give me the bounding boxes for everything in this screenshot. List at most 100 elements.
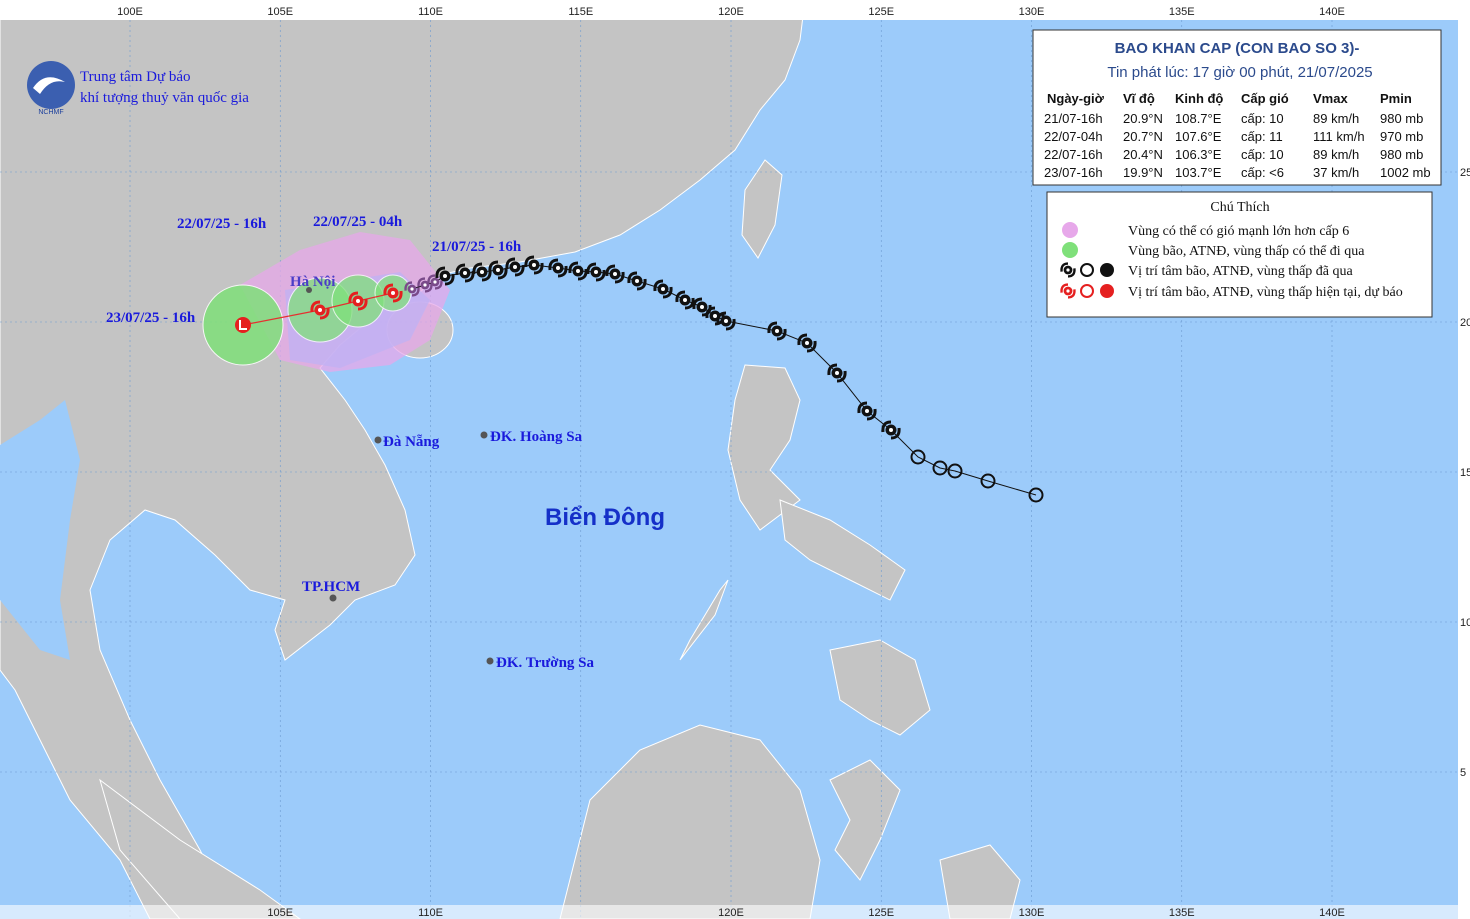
top-axis-label: 110E	[418, 6, 443, 18]
storm-symbol-tail	[524, 255, 544, 275]
legend-item: Vị trí tâm bão, ATNĐ, vùng thấp đã qua	[1128, 264, 1354, 279]
table-header: Ngày-giờ	[1047, 91, 1105, 106]
table-cell: cấp: <6	[1241, 165, 1284, 180]
legend-low	[1080, 284, 1094, 298]
bottom-axis-label: 140E	[1319, 907, 1345, 919]
table-cell: 23/07-16h	[1044, 165, 1103, 180]
table-cell: 970 mb	[1380, 129, 1423, 144]
storm-symbol-tail	[767, 321, 787, 341]
storm-symbol-tail	[348, 291, 368, 311]
storm-eye	[713, 314, 717, 318]
table-cell: 21/07-16h	[1044, 111, 1103, 126]
bottom-axis-label: 120E	[718, 907, 744, 919]
table-cell: 20.7°N	[1123, 129, 1163, 144]
storm-symbol-tail	[605, 264, 625, 284]
storm-eye	[556, 266, 560, 270]
storm-symbol-tail	[427, 274, 443, 290]
table-cell: 980 mb	[1380, 111, 1423, 126]
right-band	[1458, 0, 1470, 919]
right-axis-label: 20	[1460, 317, 1470, 329]
table-cell: 22/07-04h	[1044, 129, 1103, 144]
storm-eye	[433, 280, 437, 284]
table-cell: 19.9°N	[1123, 165, 1163, 180]
logo	[27, 61, 75, 109]
top-axis-label: 100E	[117, 6, 143, 18]
bottom-axis-label: 135E	[1169, 907, 1195, 919]
logo-text: NCHMF	[38, 109, 63, 116]
storm-symbol-tail	[383, 283, 403, 303]
legend-item: Vùng có thể có gió mạnh lớn hơn cấp 6	[1128, 224, 1349, 239]
right-axis-label: 15	[1460, 467, 1470, 479]
legend-swatch	[1062, 222, 1078, 238]
top-axis-label: 120E	[718, 6, 744, 18]
city-dot	[306, 287, 312, 293]
storm-eye	[496, 268, 500, 272]
org-name: Trung tâm Dự báo	[80, 69, 191, 85]
storm-eye	[318, 308, 322, 312]
storm-eye	[1066, 268, 1070, 272]
storm-eye	[480, 270, 484, 274]
top-axis-label: 130E	[1019, 6, 1045, 18]
legend-low	[1100, 284, 1114, 298]
city-dot	[486, 657, 494, 665]
table-header: Vmax	[1313, 91, 1348, 106]
low-pressure-past	[947, 463, 963, 479]
legend-low	[1100, 263, 1114, 277]
top-axis-label: 140E	[1319, 6, 1345, 18]
storm-symbol-tail	[1060, 262, 1076, 278]
table-cell: 980 mb	[1380, 147, 1423, 162]
storm-eye	[775, 329, 779, 333]
legend-low	[1080, 263, 1094, 277]
date-label: 22/07/25 - 16h	[177, 216, 267, 232]
sea-label: Biển Đông	[545, 504, 665, 531]
bottom-axis-label: 110E	[418, 907, 443, 919]
legend-title: Chú Thích	[1210, 200, 1269, 215]
right-axis-label: 10	[1460, 617, 1470, 629]
bulletin-title: BAO KHAN CAP (CON BAO SO 3)-	[1115, 40, 1360, 57]
top-axis-label: 105E	[267, 6, 293, 18]
table-cell: 1002 mb	[1380, 165, 1431, 180]
storm-symbol-tail	[627, 271, 647, 291]
table-cell: 111 km/h	[1313, 129, 1365, 144]
place-label: TP.HCM	[302, 579, 360, 595]
bulletin-table: Ngày-giờ Vĩ độ Kinh độ Cấp gió Vmax Pmin 21/07…	[1044, 91, 1431, 180]
table-cell: 89 km/h	[1313, 111, 1359, 126]
city-dot	[374, 436, 382, 444]
storm-eye	[835, 371, 839, 375]
table-cell: cấp: 11	[1241, 129, 1283, 144]
storm-symbol-tail	[1060, 283, 1076, 299]
storm-eye	[805, 341, 809, 345]
storm-eye	[700, 305, 704, 309]
storm-symbol-tail	[653, 279, 673, 299]
table-cell: cấp: 10	[1241, 147, 1284, 162]
table-cell: 106.3°E	[1175, 147, 1222, 162]
table-header: Kinh độ	[1175, 91, 1223, 106]
low-pressure-past	[980, 473, 996, 489]
storm-eye	[423, 283, 427, 287]
bottom-axis-label: 125E	[868, 907, 894, 919]
land	[0, 0, 1021, 919]
date-label: 23/07/25 - 16h	[106, 310, 196, 326]
storm-track	[235, 255, 1044, 503]
storm-eye	[724, 319, 728, 323]
storm-symbol-tail	[827, 363, 847, 383]
date-label: 22/07/25 - 04h	[313, 214, 403, 230]
table-header: Cấp gió	[1241, 91, 1289, 106]
legend-swatch	[1062, 242, 1078, 258]
table-header: Vĩ độ	[1123, 91, 1155, 106]
legend-item: Vùng bão, ATNĐ, vùng thấp có thể đi qua	[1128, 244, 1365, 259]
storm-symbol-tail	[548, 258, 568, 278]
table-cell: 20.9°N	[1123, 111, 1163, 126]
city-dot	[329, 594, 337, 602]
storm-eye	[391, 291, 395, 295]
storm-symbol-tail	[716, 311, 736, 331]
table-header: Pmin	[1380, 91, 1412, 106]
bulletin-box	[1032, 29, 1442, 186]
bottom-axis-label: 105E	[267, 907, 293, 919]
storm-symbol-tail	[488, 260, 508, 280]
storm-eye	[410, 287, 414, 291]
storm-eye	[443, 274, 447, 278]
storm-eye	[513, 265, 517, 269]
storm-symbol-tail	[310, 300, 330, 320]
